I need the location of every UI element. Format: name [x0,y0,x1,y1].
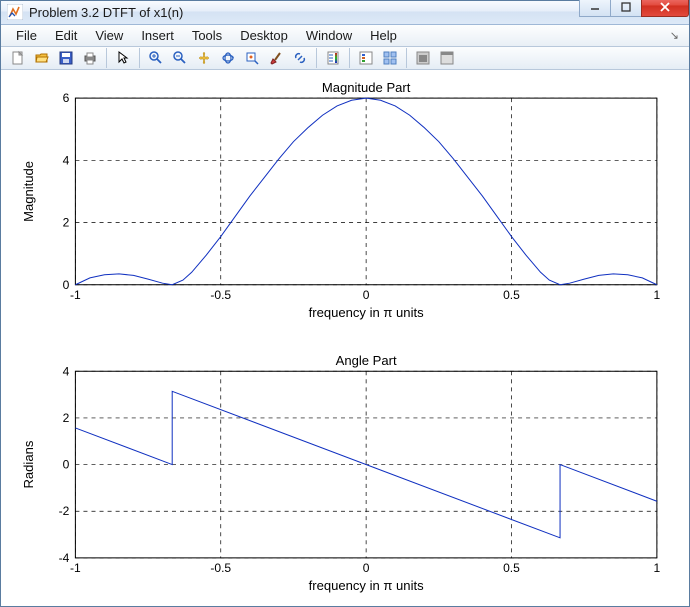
xtick-label: -0.5 [210,561,231,575]
print-icon [82,50,98,66]
titlebar: Problem 3.2 DTFT of x1(n) [1,1,689,25]
ytick-label: -2 [59,504,70,518]
window-controls [580,0,689,19]
xtick-label: -0.5 [210,288,231,302]
xtick-label: 1 [654,561,661,575]
figure-content: Magnitude Part -1 -0.5 0 0.5 1 0 2 4 6 frequency i… [1,70,689,606]
subplot-title: Angle Part [336,353,397,368]
ytick-label: -4 [59,551,70,565]
matlab-icon [7,4,23,20]
data-cursor-icon [244,50,260,66]
insert-legend-icon [358,50,374,66]
hide-plot-tools-button[interactable] [412,47,434,69]
zoom-out-icon [172,50,188,66]
dock-button[interactable] [436,47,458,69]
close-button[interactable] [641,0,689,17]
menu-desktop[interactable]: Desktop [231,25,297,46]
pointer-button[interactable] [112,47,134,69]
tile-button[interactable] [379,47,401,69]
toolbar-separator [349,48,350,68]
save-icon [58,50,74,66]
ytick-label: 6 [63,91,70,105]
rotate-3d-icon [220,50,236,66]
menu-tools[interactable]: Tools [183,25,231,46]
data-cursor-button[interactable] [241,47,263,69]
menu-window[interactable]: Window [297,25,361,46]
xlabel: frequency in π units [309,578,424,593]
toolbar-separator [316,48,317,68]
ytick-label: 2 [63,411,70,425]
zoom-in-button[interactable] [145,47,167,69]
menu-edit[interactable]: Edit [46,25,86,46]
insert-colorbar-icon [325,50,341,66]
ylabel: Magnitude [21,161,36,222]
window-title: Problem 3.2 DTFT of x1(n) [29,5,580,20]
save-button[interactable] [55,47,77,69]
insert-legend-button[interactable] [355,47,377,69]
ytick-label: 4 [63,364,70,378]
menu-file[interactable]: File [7,25,46,46]
insert-colorbar-button[interactable] [322,47,344,69]
brush-button[interactable] [265,47,287,69]
ytick-label: 0 [63,278,70,292]
toolbar-separator [406,48,407,68]
menubar: File Edit View Insert Tools Desktop Wind… [1,25,689,47]
pointer-icon [115,50,131,66]
print-button[interactable] [79,47,101,69]
dock-icon [439,50,455,66]
ylabel: Radians [21,440,36,488]
menubar-corner-icon[interactable]: ↘ [670,29,683,42]
toolbar-separator [106,48,107,68]
xlabel: frequency in π units [309,305,424,320]
xtick-label: 0.5 [503,288,520,302]
zoom-out-button[interactable] [169,47,191,69]
toolbar-separator [139,48,140,68]
open-file-icon [34,50,50,66]
new-file-icon [10,50,26,66]
open-file-button[interactable] [31,47,53,69]
pan-button[interactable] [193,47,215,69]
xtick-label: 1 [654,288,661,302]
xtick-label: 0.5 [503,561,520,575]
figure-window: Problem 3.2 DTFT of x1(n) File Edit View… [0,0,690,607]
ytick-label: 2 [63,215,70,229]
plot-area[interactable]: Magnitude Part -1 -0.5 0 0.5 1 0 2 4 6 frequency i… [13,78,677,596]
brush-icon [268,50,284,66]
xtick-label: 0 [363,288,370,302]
subplot-title: Magnitude Part [322,80,411,95]
pan-icon [196,50,212,66]
maximize-button[interactable] [610,0,642,17]
minimize-button[interactable] [579,0,611,17]
ytick-label: 0 [63,457,70,471]
rotate-3d-button[interactable] [217,47,239,69]
menu-insert[interactable]: Insert [132,25,183,46]
link-button[interactable] [289,47,311,69]
link-icon [292,50,308,66]
menu-view[interactable]: View [86,25,132,46]
zoom-in-icon [148,50,164,66]
ytick-label: 4 [63,153,70,167]
menu-help[interactable]: Help [361,25,406,46]
hide-plot-tools-icon [415,50,431,66]
toolbar [1,47,689,70]
xtick-label: -1 [70,561,81,575]
new-file-button[interactable] [7,47,29,69]
tile-icon [382,50,398,66]
xtick-label: 0 [363,561,370,575]
xtick-label: -1 [70,288,81,302]
